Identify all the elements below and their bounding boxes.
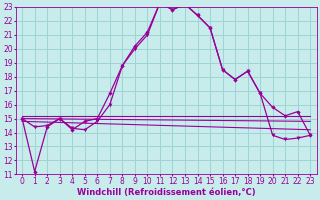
X-axis label: Windchill (Refroidissement éolien,°C): Windchill (Refroidissement éolien,°C) [77,188,255,197]
